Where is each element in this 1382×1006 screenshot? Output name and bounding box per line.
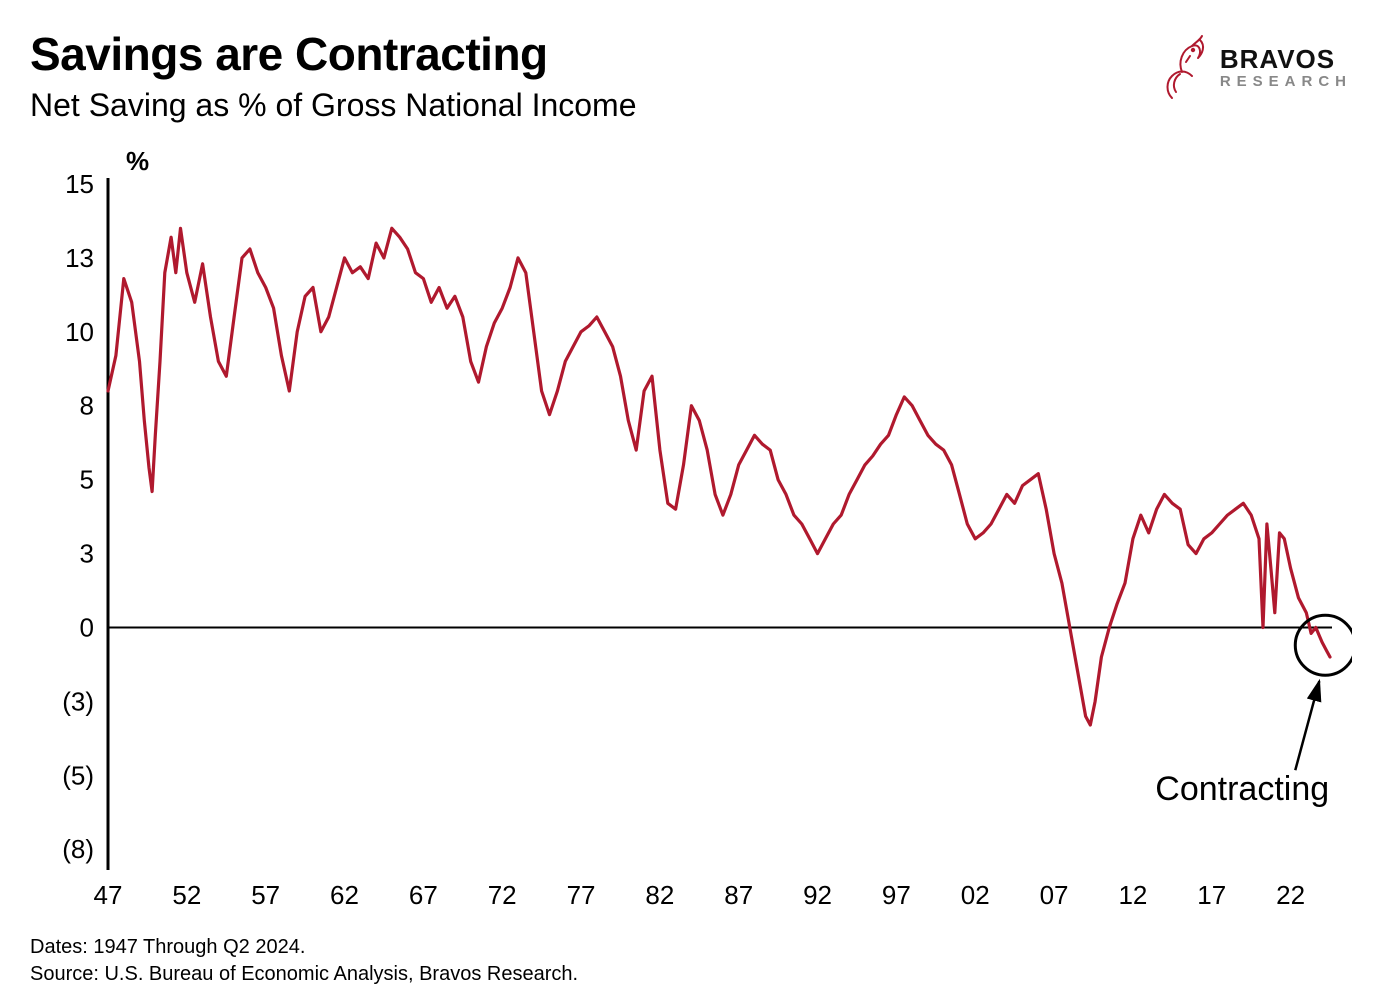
brand-block: BRAVOS RESEARCH <box>1152 32 1352 102</box>
y-tick-label: 5 <box>80 465 94 495</box>
y-tick-label: (5) <box>62 760 94 790</box>
x-tick-label: 82 <box>645 880 674 910</box>
x-tick-label: 92 <box>803 880 832 910</box>
x-tick-label: 57 <box>251 880 280 910</box>
x-tick-label: 62 <box>330 880 359 910</box>
y-tick-label: (8) <box>62 834 94 864</box>
x-tick-label: 07 <box>1040 880 1069 910</box>
x-tick-label: 02 <box>961 880 990 910</box>
brand-text: BRAVOS RESEARCH <box>1220 46 1352 89</box>
x-tick-label: 17 <box>1197 880 1226 910</box>
x-tick-label: 67 <box>409 880 438 910</box>
annotation-label: Contracting <box>1155 770 1329 808</box>
series-line <box>108 228 1330 725</box>
chart-svg: % 15 13 10 8 5 3 0 (3) (5) (8)47 52 57 62 67 72 77 82 87 92… <box>30 144 1352 924</box>
y-tick-label: 8 <box>80 391 94 421</box>
page-container: Savings are Contracting Net Saving as % … <box>0 0 1382 1006</box>
footer-dates: Dates: 1947 Through Q2 2024. <box>30 934 1352 961</box>
y-tick-label: 13 <box>65 243 94 273</box>
chart-title: Savings are Contracting <box>30 28 1152 81</box>
header: Savings are Contracting Net Saving as % … <box>30 28 1352 124</box>
y-tick-label: (3) <box>62 686 94 716</box>
chart-subtitle: Net Saving as % of Gross National Income <box>30 87 1152 124</box>
y-tick-label: 15 <box>65 169 94 199</box>
annotation-arrow <box>1295 681 1319 770</box>
x-tick-label: 72 <box>488 880 517 910</box>
x-tick-label: 22 <box>1276 880 1305 910</box>
y-tick-label: 3 <box>80 538 94 568</box>
x-tick-label: 52 <box>172 880 201 910</box>
titles-block: Savings are Contracting Net Saving as % … <box>30 28 1152 124</box>
brand-name: BRAVOS <box>1220 46 1352 72</box>
y-tick-label: 10 <box>65 317 94 347</box>
footer-source: Source: U.S. Bureau of Economic Analysis… <box>30 961 1352 988</box>
chart-area: % 15 13 10 8 5 3 0 (3) (5) (8)47 52 57 62 67 72 77 82 87 92… <box>30 144 1352 924</box>
brand-logo-icon <box>1152 32 1210 102</box>
x-tick-label: 97 <box>882 880 911 910</box>
y-unit-label: % <box>126 146 149 176</box>
x-tick-label: 87 <box>724 880 753 910</box>
footer: Dates: 1947 Through Q2 2024. Source: U.S… <box>30 934 1352 988</box>
y-tick-label: 0 <box>80 612 94 642</box>
x-tick-label: 47 <box>94 880 123 910</box>
x-tick-label: 12 <box>1118 880 1147 910</box>
x-tick-label: 77 <box>567 880 596 910</box>
brand-sub: RESEARCH <box>1220 74 1352 89</box>
